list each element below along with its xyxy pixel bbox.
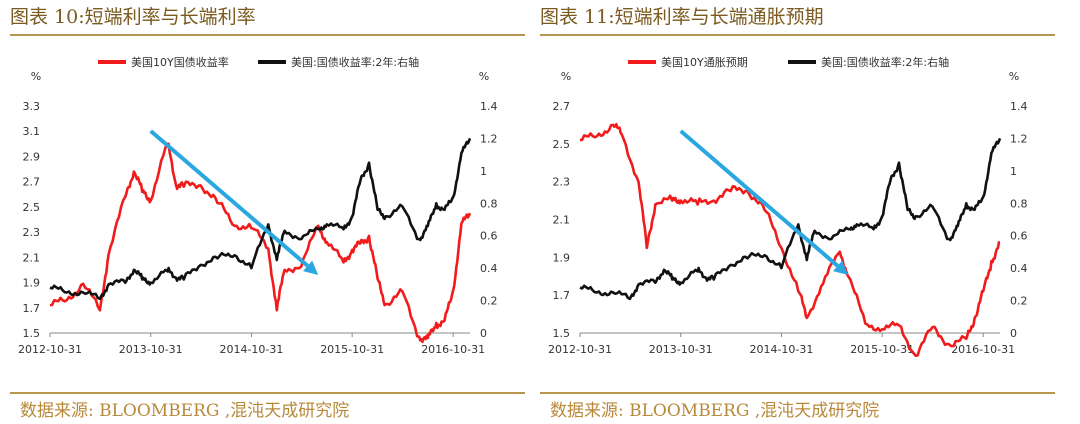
chart-panel-11: 图表 11:短端利率与长端通胀预期 美国10Y通胀预期 美国:国债收益率:2年:右… — [540, 0, 1070, 424]
x-tick-label: 2016-10-31 — [951, 343, 1015, 356]
title-divider — [10, 34, 525, 36]
trend-arrow-shaft — [679, 129, 839, 268]
x-tick-label: 2014-10-31 — [749, 343, 813, 356]
left-tick-label: 1.7 — [23, 302, 41, 315]
left-tick-label: 1.9 — [23, 277, 41, 290]
left-tick-label: 2.5 — [23, 201, 41, 214]
right-tick-label: 1.2 — [1010, 132, 1028, 145]
source-divider — [10, 392, 525, 394]
x-tick-label: 2012-10-31 — [548, 343, 612, 356]
chart-canvas: 美国10Y通胀预期 美国:国债收益率:2年:右轴% % 1.5 1.7 1.9 2.1 2.3… — [548, 55, 1028, 357]
legend-label: 美国10Y国债收益率 — [131, 55, 229, 69]
left-tick-label: 1.5 — [553, 327, 571, 340]
x-tick-label: 2016-10-31 — [421, 343, 485, 356]
left-tick-label: 1.9 — [553, 251, 571, 264]
legend-label: 美国10Y通胀预期 — [661, 56, 748, 69]
right-tick-label: 0 — [480, 327, 487, 340]
right-tick-label: 0 — [1010, 327, 1017, 340]
left-tick-label: 1.7 — [553, 289, 571, 302]
chart-panel-10: 图表 10:短端利率与长端利率 美国10Y国债收益率 美国:国债收益率:2年:右轴… — [10, 0, 540, 424]
x-tick-label: 2013-10-31 — [119, 343, 183, 356]
series-line-left-axis — [579, 122, 1001, 357]
left-tick-label: 2.1 — [23, 251, 41, 264]
right-tick-label: 0.4 — [1010, 262, 1028, 275]
right-axis-unit: % — [1009, 70, 1019, 83]
x-tick-label: 2012-10-31 — [18, 343, 82, 356]
left-tick-label: 3.3 — [23, 100, 41, 113]
left-tick-label: 2.3 — [553, 176, 571, 189]
trend-arrow-head — [303, 260, 319, 275]
right-tick-label: 1.2 — [480, 132, 498, 145]
left-tick-label: 3.1 — [23, 125, 41, 138]
chart-title: 图表 11:短端利率与长端通胀预期 — [540, 6, 824, 28]
left-axis-unit: % — [561, 70, 571, 83]
left-tick-label: 2.7 — [23, 176, 41, 189]
chart-canvas: 美国10Y国债收益率 美国:国债收益率:2年:右轴% % 1.5 1.7 1.9 2.1 2.… — [18, 55, 498, 356]
source-note: 数据来源: BLOOMBERG ,混沌天成研究院 — [550, 401, 880, 421]
legend-label: 美国:国债收益率:2年:右轴 — [821, 55, 949, 69]
x-tick-label: 2015-10-31 — [850, 343, 914, 356]
right-tick-label: 1 — [480, 165, 487, 178]
right-tick-label: 1.4 — [480, 100, 498, 113]
right-tick-label: 0.8 — [480, 197, 498, 210]
legend: 美国10Y国债收益率 美国:国债收益率:2年:右轴 — [98, 55, 419, 69]
left-tick-label: 2.9 — [23, 150, 41, 163]
right-tick-label: 1.4 — [1010, 100, 1028, 113]
left-tick-label: 2.5 — [553, 138, 571, 151]
trend-arrow-head — [833, 260, 849, 275]
right-tick-label: 0.8 — [1010, 197, 1028, 210]
right-tick-label: 1 — [1010, 165, 1017, 178]
x-tick-label: 2014-10-31 — [219, 343, 283, 356]
left-tick-label: 2.7 — [553, 100, 571, 113]
trend-arrow-shaft — [149, 129, 309, 268]
right-tick-label: 0.2 — [480, 295, 498, 308]
right-tick-label: 0.6 — [480, 230, 498, 243]
x-tick-label: 2013-10-31 — [649, 343, 713, 356]
legend-label: 美国:国债收益率:2年:右轴 — [291, 55, 419, 69]
right-tick-label: 0.4 — [480, 262, 498, 275]
left-tick-label: 2.1 — [553, 214, 571, 227]
left-tick-label: 2.3 — [23, 226, 41, 239]
source-note: 数据来源: BLOOMBERG ,混沌天成研究院 — [20, 401, 350, 421]
right-tick-label: 0.2 — [1010, 295, 1028, 308]
right-axis-unit: % — [479, 70, 489, 83]
source-divider — [540, 392, 1055, 394]
series-line-left-axis — [49, 142, 472, 344]
right-tick-label: 0.6 — [1010, 230, 1028, 243]
left-axis-unit: % — [31, 70, 41, 83]
legend: 美国10Y通胀预期 美国:国债收益率:2年:右轴 — [628, 55, 949, 69]
series-line-right-axis — [49, 137, 472, 301]
title-divider — [540, 34, 1055, 36]
left-tick-label: 1.5 — [23, 327, 41, 340]
chart-title: 图表 10:短端利率与长端利率 — [10, 6, 256, 28]
x-tick-label: 2015-10-31 — [320, 343, 384, 356]
